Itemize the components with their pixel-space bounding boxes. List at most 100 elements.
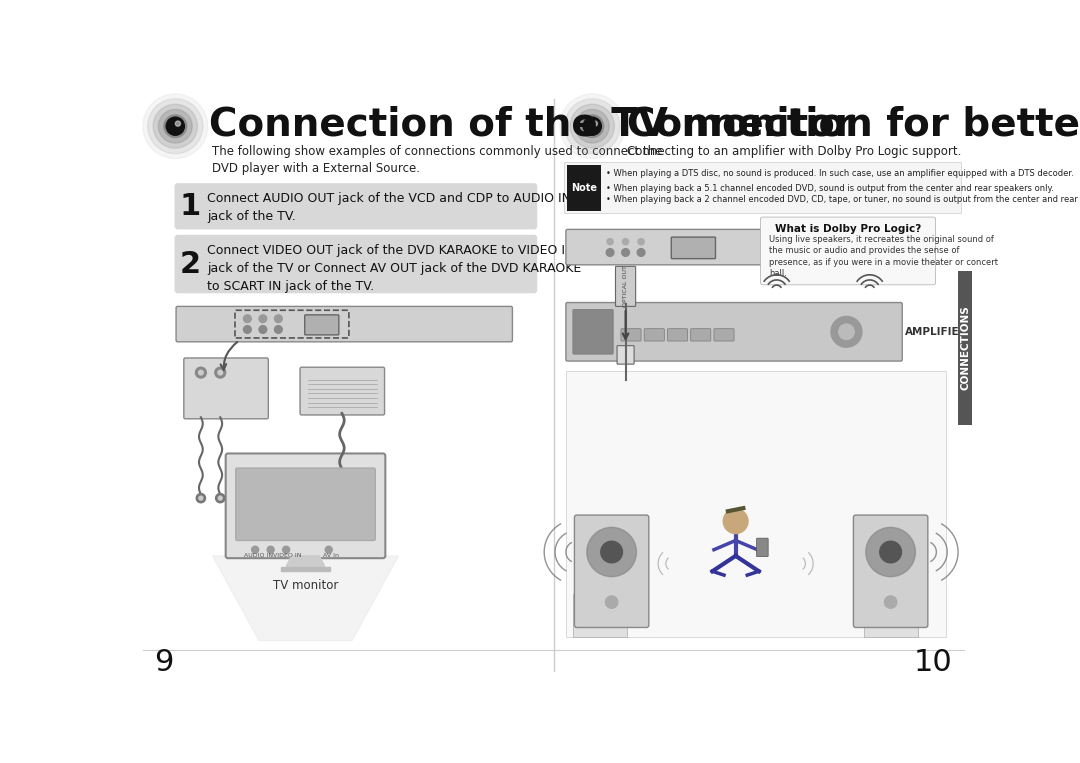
Circle shape bbox=[586, 527, 636, 577]
Text: Connect VIDEO OUT jack of the DVD KARAOKE to VIDEO IN
jack of the TV or Connect : Connect VIDEO OUT jack of the DVD KARAOK… bbox=[207, 244, 581, 293]
Text: The following show examples of connections commonly used to connect the
DVD play: The following show examples of connectio… bbox=[213, 146, 663, 175]
Circle shape bbox=[199, 370, 203, 375]
FancyBboxPatch shape bbox=[176, 307, 512, 342]
Polygon shape bbox=[281, 567, 330, 571]
Circle shape bbox=[622, 249, 630, 256]
Circle shape bbox=[724, 509, 748, 533]
Circle shape bbox=[164, 115, 187, 137]
Text: CONNECTIONS: CONNECTIONS bbox=[960, 306, 970, 391]
Text: • When playing a DTS disc, no sound is produced. In such case, use an amplifier : • When playing a DTS disc, no sound is p… bbox=[606, 169, 1074, 178]
Text: OPTICAL OUT: OPTICAL OUT bbox=[623, 266, 629, 307]
FancyBboxPatch shape bbox=[572, 594, 627, 636]
FancyBboxPatch shape bbox=[566, 303, 902, 361]
Circle shape bbox=[259, 315, 267, 323]
Circle shape bbox=[622, 239, 629, 245]
FancyBboxPatch shape bbox=[617, 346, 634, 364]
Circle shape bbox=[592, 121, 597, 126]
Text: Connection of the TV monitor: Connection of the TV monitor bbox=[208, 105, 853, 143]
FancyBboxPatch shape bbox=[235, 468, 375, 540]
FancyBboxPatch shape bbox=[667, 329, 688, 341]
Text: 10: 10 bbox=[914, 648, 953, 677]
Circle shape bbox=[637, 249, 645, 256]
FancyBboxPatch shape bbox=[184, 358, 268, 419]
Circle shape bbox=[159, 109, 192, 143]
FancyBboxPatch shape bbox=[175, 183, 537, 230]
Circle shape bbox=[885, 596, 896, 608]
Text: Note: Note bbox=[570, 183, 597, 193]
Polygon shape bbox=[286, 556, 325, 567]
Circle shape bbox=[606, 249, 613, 256]
FancyBboxPatch shape bbox=[175, 235, 537, 293]
FancyBboxPatch shape bbox=[305, 315, 339, 335]
Text: Connect AUDIO OUT jack of the VCD and CDP to AUDIO IN
jack of the TV.: Connect AUDIO OUT jack of the VCD and CD… bbox=[207, 192, 571, 224]
Circle shape bbox=[565, 98, 620, 153]
FancyBboxPatch shape bbox=[566, 371, 946, 636]
Circle shape bbox=[175, 121, 180, 126]
FancyBboxPatch shape bbox=[691, 329, 711, 341]
Circle shape bbox=[243, 326, 252, 333]
Text: AV In: AV In bbox=[323, 552, 338, 558]
Circle shape bbox=[195, 367, 206, 378]
Circle shape bbox=[143, 94, 207, 159]
Circle shape bbox=[218, 496, 222, 500]
FancyBboxPatch shape bbox=[672, 237, 715, 259]
Circle shape bbox=[274, 315, 282, 323]
FancyBboxPatch shape bbox=[565, 163, 961, 213]
FancyBboxPatch shape bbox=[644, 329, 664, 341]
Circle shape bbox=[148, 98, 203, 153]
Circle shape bbox=[583, 118, 602, 135]
Circle shape bbox=[274, 326, 282, 333]
Circle shape bbox=[600, 541, 622, 563]
FancyBboxPatch shape bbox=[567, 165, 600, 211]
Circle shape bbox=[570, 105, 615, 148]
FancyBboxPatch shape bbox=[300, 367, 384, 415]
Circle shape bbox=[576, 109, 609, 143]
FancyBboxPatch shape bbox=[575, 515, 649, 627]
FancyBboxPatch shape bbox=[572, 310, 613, 354]
FancyBboxPatch shape bbox=[864, 594, 918, 636]
Circle shape bbox=[559, 94, 625, 159]
Text: 2: 2 bbox=[179, 250, 201, 278]
Circle shape bbox=[607, 239, 613, 245]
Text: 9: 9 bbox=[154, 648, 174, 677]
Circle shape bbox=[259, 326, 267, 333]
Circle shape bbox=[831, 317, 862, 347]
Circle shape bbox=[283, 546, 289, 553]
Text: AUDIO IN: AUDIO IN bbox=[243, 552, 272, 558]
Text: TV monitor: TV monitor bbox=[273, 579, 338, 592]
Circle shape bbox=[215, 367, 226, 378]
Circle shape bbox=[839, 324, 854, 340]
Circle shape bbox=[153, 105, 198, 148]
Text: Connection for better sound: Connection for better sound bbox=[627, 105, 1080, 143]
Circle shape bbox=[166, 118, 185, 135]
Text: 1: 1 bbox=[179, 192, 201, 221]
Circle shape bbox=[252, 546, 258, 553]
FancyBboxPatch shape bbox=[760, 217, 935, 285]
FancyBboxPatch shape bbox=[853, 515, 928, 627]
Text: • When playing back a 5.1 channel encoded DVD, sound is output from the center a: • When playing back a 5.1 channel encode… bbox=[606, 184, 1054, 193]
Text: What is Dolby Pro Logic?: What is Dolby Pro Logic? bbox=[774, 224, 921, 234]
Text: • When playing back a 2 channel encoded DVD, CD, tape, or tuner, no sound is out: • When playing back a 2 channel encoded … bbox=[606, 195, 1080, 204]
FancyBboxPatch shape bbox=[226, 453, 386, 559]
Circle shape bbox=[325, 546, 333, 553]
Circle shape bbox=[199, 496, 203, 500]
FancyBboxPatch shape bbox=[566, 230, 914, 265]
Text: AMPLIFIER: AMPLIFIER bbox=[905, 327, 968, 336]
Circle shape bbox=[267, 546, 274, 553]
Circle shape bbox=[216, 494, 225, 503]
FancyBboxPatch shape bbox=[757, 538, 768, 557]
Circle shape bbox=[606, 596, 618, 608]
FancyBboxPatch shape bbox=[616, 266, 636, 307]
Text: VIDEO IN: VIDEO IN bbox=[273, 552, 301, 558]
Circle shape bbox=[243, 315, 252, 323]
Circle shape bbox=[638, 239, 644, 245]
Circle shape bbox=[866, 527, 916, 577]
Text: Using live speakers, it recreates the original sound of
the music or audio and p: Using live speakers, it recreates the or… bbox=[769, 235, 998, 278]
Circle shape bbox=[218, 370, 222, 375]
FancyBboxPatch shape bbox=[714, 329, 734, 341]
FancyBboxPatch shape bbox=[621, 329, 642, 341]
FancyBboxPatch shape bbox=[958, 271, 972, 425]
Circle shape bbox=[880, 541, 902, 563]
Circle shape bbox=[581, 115, 604, 137]
Text: Connecting to an amplifier with Dolby Pro Logic support.: Connecting to an amplifier with Dolby Pr… bbox=[627, 146, 961, 159]
